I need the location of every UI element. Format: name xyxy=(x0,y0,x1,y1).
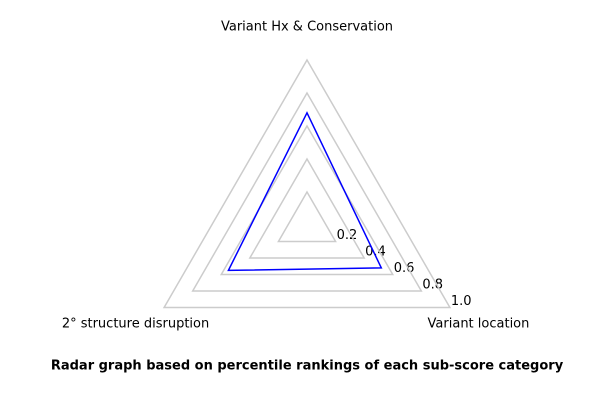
axis-label: Variant Hx & Conservation xyxy=(221,20,393,35)
axis-label: 2° structure disruption xyxy=(62,317,209,332)
r-tick-label: 0.8 xyxy=(422,278,443,293)
chart-title: Radar graph based on percentile rankings… xyxy=(51,359,564,374)
grid-ring xyxy=(277,190,337,243)
grid-ring xyxy=(162,58,452,309)
radar-line xyxy=(227,111,383,272)
r-tick-label: 1.0 xyxy=(451,294,472,309)
grid-ring xyxy=(248,157,366,259)
r-tick-label: 0.2 xyxy=(337,228,358,243)
r-tick-label: 0.6 xyxy=(394,261,415,276)
r-tick-label: 0.4 xyxy=(365,245,386,260)
grid-ring xyxy=(191,91,423,292)
axis-label: Variant location xyxy=(428,317,530,332)
